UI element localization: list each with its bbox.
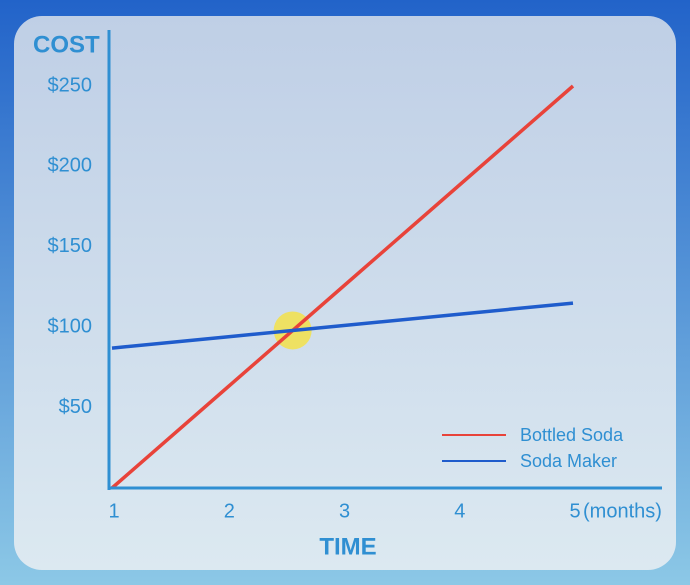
series-line [110,84,575,490]
y-tick-label: $200 [48,155,93,177]
legend-label: Soda Maker [520,451,617,471]
x-tick-label: 3 [339,500,350,522]
y-tick-label: $100 [48,315,93,337]
y-tick-label: $150 [48,235,93,257]
x-axis-title: TIME [319,533,376,560]
x-tick-label: 2 [224,500,235,522]
x-tick-label: 5 [569,500,580,522]
y-tick-label: $250 [48,74,93,96]
y-axis-title: COST [33,31,100,58]
x-tick-label: 1 [108,500,119,522]
series-line [111,301,574,350]
x-unit: (months) [583,500,662,522]
y-tick-label: $50 [59,396,92,418]
panel [14,16,676,570]
x-tick-label: 4 [454,500,465,522]
legend-label: Bottled Soda [520,425,624,445]
plot-area [110,84,575,490]
